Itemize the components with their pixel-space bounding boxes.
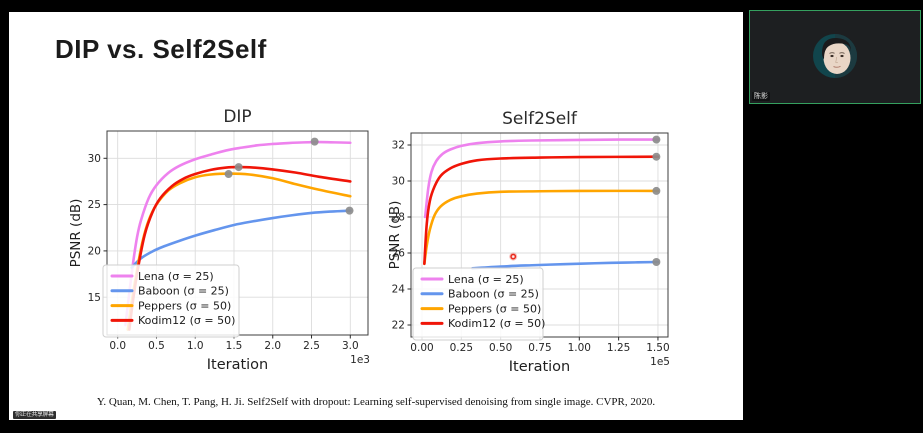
x-axis: 0.00 0.25 0.50 0.75 1.00 1.25 1.50 (410, 337, 670, 354)
svg-text:0.75: 0.75 (528, 342, 551, 354)
legend-label-0: Lena (σ = 25) (448, 273, 524, 286)
gridlines (107, 131, 368, 335)
chart-title: Self2Self (502, 109, 578, 129)
svg-text:0.5: 0.5 (148, 340, 165, 352)
svg-text:20: 20 (88, 246, 101, 258)
svg-text:0.0: 0.0 (109, 340, 126, 352)
screen-share-indicator-label: 你正在共享屏幕 (15, 411, 54, 418)
y-axis-label: PSNR (dB) (70, 199, 84, 268)
series-line-0 (423, 138, 660, 219)
svg-text:22: 22 (392, 320, 405, 332)
legend: Lena (σ = 25) Baboon (σ = 25)Peppers (σ =… (412, 267, 545, 341)
participant-name-badge: 陈影 (752, 92, 770, 101)
presentation-slide: DIP vs. Self2Self 0.0 0.5 1.0 1.5 2.0 2.5 3.0 1… (9, 12, 743, 420)
peak-markers (652, 135, 661, 266)
legend-label-2: Peppers (σ = 50) (448, 302, 541, 315)
series-line-3 (423, 155, 660, 266)
svg-text:1.25: 1.25 (607, 342, 630, 354)
svg-text:28: 28 (392, 212, 405, 224)
legend-label-3: Kodim12 (σ = 50) (448, 317, 545, 330)
legend-label-2: Peppers (σ = 50) (138, 299, 231, 312)
series-line-0 (124, 140, 352, 327)
svg-text:1.50: 1.50 (646, 342, 669, 354)
x-axis-offset-label: 1e3 (350, 354, 370, 366)
laser-pointer-dot (509, 252, 518, 261)
svg-text:1.00: 1.00 (568, 342, 591, 354)
citation-text: Y. Quan, M. Chen, T. Pang, H. Ji. Self2S… (96, 396, 656, 408)
dip-chart: 0.0 0.5 1.0 1.5 2.0 2.5 3.0 15 20 25 30 1e3 Iteratio… (70, 107, 370, 373)
series-line-1 (471, 260, 660, 270)
series-line-3 (128, 165, 352, 331)
legend-label-1: Baboon (σ = 25) (138, 285, 229, 298)
participant-avatar (813, 34, 857, 78)
peak-markers (224, 137, 354, 215)
svg-text:30: 30 (88, 153, 101, 165)
svg-text:30: 30 (392, 176, 405, 188)
series-line-1 (130, 209, 352, 269)
svg-text:0.25: 0.25 (450, 342, 473, 354)
svg-text:24: 24 (392, 284, 406, 296)
x-axis-label: Iteration (207, 357, 269, 373)
svg-text:2.5: 2.5 (303, 340, 320, 352)
svg-text:1.0: 1.0 (187, 340, 204, 352)
legend: Lena (σ = 25) Baboon (σ = 25)Peppers (σ =… (102, 264, 240, 338)
slide-title: DIP vs. Self2Self (55, 34, 267, 64)
y-axis-label: PSNR (dB) (388, 201, 403, 270)
svg-text:0.00: 0.00 (410, 342, 433, 354)
svg-text:0.50: 0.50 (489, 342, 512, 354)
svg-text:25: 25 (88, 199, 101, 211)
svg-text:2.0: 2.0 (264, 340, 281, 352)
screen-share-indicator-badge: 你正在共享屏幕 (13, 411, 56, 419)
legend-label-0: Lena (σ = 25) (138, 270, 214, 283)
self2self-chart: 0.00 0.25 0.50 0.75 1.00 1.25 1.50 22 24 26 28 30 32… (388, 109, 670, 375)
svg-text:3.0: 3.0 (342, 340, 359, 352)
y-axis: 22 24 26 28 30 32 (392, 140, 411, 332)
series-line-2 (423, 189, 660, 266)
legend-label-1: Baboon (σ = 25) (448, 288, 539, 301)
x-axis-label: Iteration (509, 359, 571, 375)
svg-text:1.5: 1.5 (226, 340, 243, 352)
svg-text:15: 15 (88, 292, 101, 304)
legend-label-3: Kodim12 (σ = 50) (138, 314, 235, 327)
svg-text:32: 32 (392, 140, 405, 152)
webcam-video-tile[interactable]: 陈影 (749, 10, 921, 104)
chart-title: DIP (223, 107, 251, 127)
x-axis-offset-label: 1e5 (650, 356, 670, 368)
x-axis: 0.0 0.5 1.0 1.5 2.0 2.5 3.0 (109, 335, 359, 352)
svg-text:26: 26 (392, 248, 406, 260)
